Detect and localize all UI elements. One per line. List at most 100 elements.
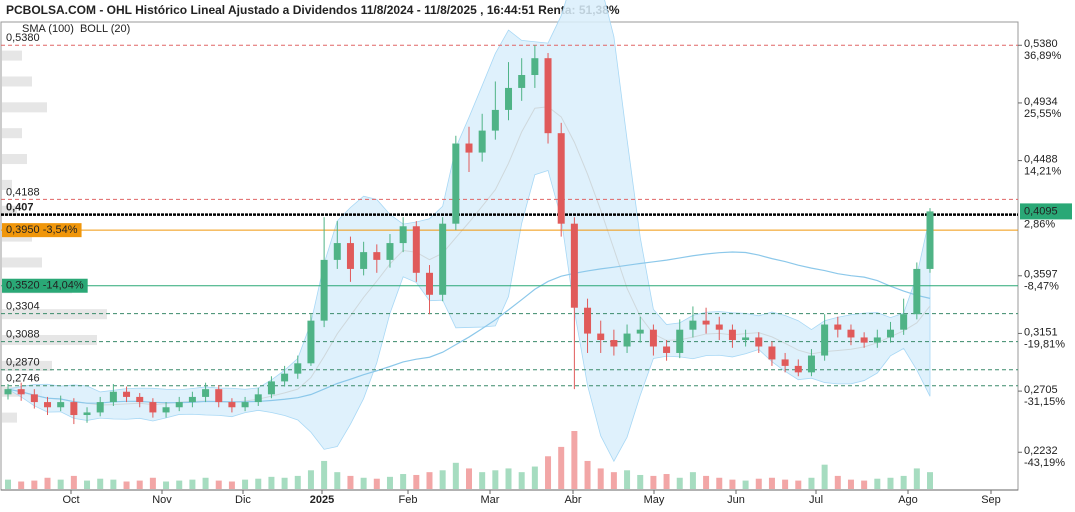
volume-bar [413,474,420,489]
volume-bar [242,479,249,489]
y-tick-pct: -43,19% [1024,457,1065,469]
candle-body [149,402,157,413]
candle-body [346,243,354,269]
x-tick-label: Feb [399,494,418,506]
level-label: 0,5380 [6,32,40,44]
volume-bar [255,478,262,489]
candle-body [623,333,631,347]
volume-bar [215,480,222,489]
candle-body [531,58,539,76]
bollinger-mid [7,106,931,406]
candle-body [689,320,697,330]
candle-body [834,324,842,330]
volume-bar [834,475,841,489]
volume-bar [5,479,11,489]
volume-profile-bar [2,335,97,346]
candle-body [188,396,196,403]
volume-bar [755,478,762,489]
y-tick-label: 0,4488 [1024,153,1058,165]
volume-bar [729,479,736,489]
volume-bar [228,481,235,489]
volume-bar [584,460,591,489]
candle-body [715,324,723,330]
y-tick-pct: 25,55% [1024,108,1062,120]
volume-bar [782,479,789,489]
level-label: 0,3520 -14,04% [6,280,84,292]
candle-body [518,75,526,88]
level-label: 0,2870 [6,357,40,369]
candle-body [900,314,908,330]
candle-body [228,402,236,408]
volume-bar [347,475,354,489]
volume-bar [189,479,196,489]
x-tick-label: Oct [62,494,79,506]
volume-bar [334,472,341,489]
candle-body [742,337,750,341]
y-tick-pct: -19,81% [1024,338,1065,350]
volume-bar [479,472,486,489]
y-tick-pct: -8,47% [1024,281,1059,293]
volume-bar [123,481,130,489]
candle-body [926,211,934,269]
volume-bar [531,466,538,489]
volume-bar [610,472,617,489]
candle-body [412,226,420,273]
candle-body [676,329,684,353]
candle-body [465,143,473,153]
y-tick-label: 0,3597 [1024,269,1058,281]
last-price-pct: 2,86% [1024,218,1055,230]
volume-bar [57,479,64,489]
candle-body [425,272,433,295]
volume-bar [558,446,565,489]
legend-entry: BOLL (20) [80,23,130,35]
candle-body [175,402,183,408]
level-label: 0,407 [6,202,34,214]
candle-body [57,402,65,408]
volume-bar [426,472,433,489]
x-tick-label: Abr [564,494,581,506]
volume-profile-bar [2,179,12,190]
candle-body [847,329,855,338]
volume-bar [492,470,499,489]
volume-bar [307,470,314,489]
volume-profile-bar [2,76,32,87]
x-tick-label: 2025 [310,494,334,506]
y-tick-pct: -31,15% [1024,396,1065,408]
candle-body [320,259,328,321]
volume-profile-bar [2,205,17,216]
x-tick-label: Jul [809,494,823,506]
candle-body [96,402,104,413]
volume-bar [637,474,644,489]
volume-bar [321,460,328,489]
level-label: 0,3088 [6,328,40,340]
y-tick-label: 0,2705 [1024,384,1058,396]
candle-body [821,324,829,356]
volume-profile-bar [2,257,42,268]
volume-bar [360,477,367,489]
volume-bar [887,477,894,489]
candle-body [636,329,644,334]
volume-bar [31,480,38,489]
candle-body [333,243,341,260]
volume-bar [70,475,77,489]
last-price-label: 0,4095 [1024,205,1058,217]
volume-profile-bar [2,50,22,61]
x-tick-label: Mar [481,494,500,506]
volume-bar [821,464,828,489]
candle-body [70,402,78,416]
volume-profile-bar [2,309,107,320]
volume-bar [847,479,854,489]
candle-body [4,389,12,395]
volume-bar [518,472,525,489]
candle-body [17,389,25,395]
volume-bar [136,480,143,489]
candle-body [768,346,776,360]
volume-bar [97,478,104,489]
candle-body [794,365,802,373]
candle-body [886,329,894,338]
volume-profile-bar [2,360,52,371]
volume-bar [400,474,407,489]
volume-bar [452,462,459,489]
volume-profile-bar [2,412,17,423]
volume-bar [874,478,881,489]
